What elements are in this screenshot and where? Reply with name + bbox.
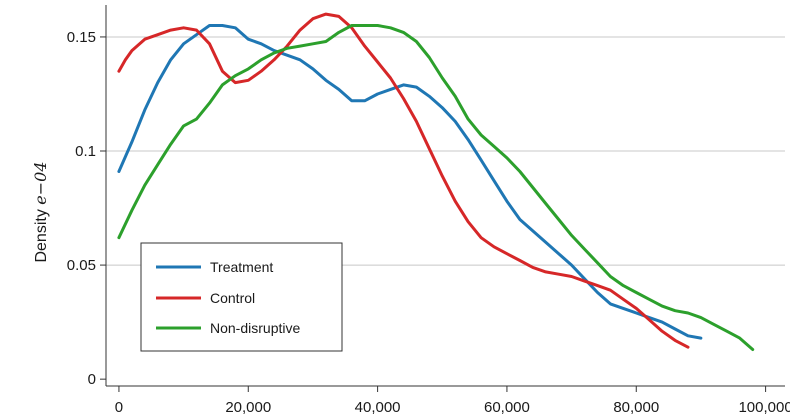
y-tick-label: 0.1 — [75, 143, 96, 160]
axes — [105, 5, 785, 387]
y-tick-label: 0 — [88, 371, 96, 388]
ticks: 0 0.05 0.1 0.15 0 20,000 40,000 60,000 80,000 100… — [67, 29, 790, 416]
legend-label-control: Control — [210, 290, 255, 306]
x-tick-label: 60,000 — [484, 399, 530, 416]
gridlines — [106, 36, 785, 266]
series-lines — [117, 12, 755, 351]
legend: Treatment Control Non-disruptive — [140, 242, 343, 352]
x-tick-label: 40,000 — [355, 399, 401, 416]
legend-label-non-disruptive: Non-disruptive — [210, 320, 300, 336]
x-tick-label: 100,000 — [738, 399, 790, 416]
series-line-treatment — [117, 24, 703, 340]
x-tick-label: 80,000 — [613, 399, 659, 416]
y-tick-label: 0.15 — [67, 29, 96, 46]
legend-label-treatment: Treatment — [210, 259, 273, 275]
y-axis-title: Density e−04 — [31, 161, 50, 262]
y-tick-label: 0.05 — [67, 257, 96, 274]
x-tick-label: 0 — [115, 399, 123, 416]
x-tick-label: 20,000 — [225, 399, 271, 416]
legend-box — [140, 242, 343, 352]
series-line-control — [117, 12, 690, 349]
series-line-non-disruptive — [117, 24, 755, 351]
